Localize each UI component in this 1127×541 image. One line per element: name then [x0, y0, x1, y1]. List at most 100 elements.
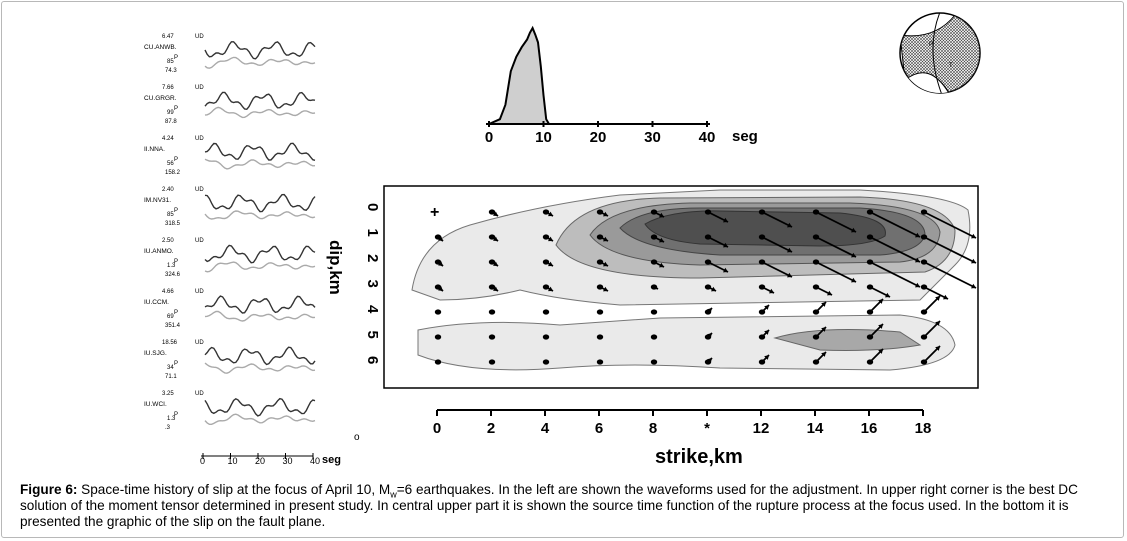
observed-waveform: [204, 91, 316, 111]
slip-arrowhead: [935, 321, 940, 326]
slip-arrowhead: [764, 355, 769, 360]
station-azimuth: 85: [167, 59, 174, 65]
station-phase: P: [174, 310, 178, 316]
slip-node: [434, 334, 442, 340]
slip-arrowhead: [548, 211, 553, 217]
station-name: CU.GRGR.: [144, 95, 177, 102]
slip-arrowhead: [971, 258, 976, 264]
dip-tick-label: 0: [364, 203, 381, 211]
strike-tick-label: 16: [861, 420, 878, 437]
station-component: UD: [195, 391, 204, 397]
strike-axis-label: strike,km: [655, 446, 743, 468]
slip-node: [542, 359, 550, 365]
station-azimuth: 1.3: [167, 416, 176, 422]
slip-arrowhead: [821, 302, 826, 307]
station-component: UD: [195, 187, 204, 193]
stf-tick-label: 10: [535, 129, 552, 146]
slip-arrowhead: [603, 211, 608, 217]
slip-node: [488, 359, 496, 365]
dip-axis-label: dip,km: [326, 240, 345, 295]
observed-waveform: [204, 193, 316, 213]
dip-axis-ticks: 0 1 2 3 4 5 6: [364, 203, 381, 364]
station-8: 3.25 UD IU.WCI. 1.3P .3: [144, 391, 316, 431]
waveform-axis: 0 10 20 30 40 seg: [200, 453, 341, 466]
station-name: IU.ANMO.: [144, 248, 174, 255]
slip-arrowhead: [851, 252, 856, 258]
slip-node: [596, 309, 604, 315]
observed-waveform: [204, 295, 316, 314]
station-phase: P: [174, 361, 178, 367]
p-axis-label: P: [929, 42, 933, 48]
stf-tick-label: 30: [644, 129, 661, 146]
station-component: UD: [195, 85, 204, 91]
slip-node: [596, 334, 604, 340]
slip-vector: [869, 211, 921, 238]
slip-arrowhead: [787, 272, 792, 278]
slip-arrowhead: [438, 236, 443, 241]
slip-arrowhead: [769, 288, 774, 294]
slip-node: [596, 359, 604, 365]
station-name: IM.NV31.: [144, 197, 171, 204]
synthetic-waveform: [204, 106, 316, 119]
station-component: UD: [195, 238, 204, 244]
strike-tick-label: *: [704, 420, 710, 437]
source-time-function: 0 10 20 30 40 seg: [485, 25, 758, 146]
strike-tick-label: 14: [807, 420, 824, 437]
slip-vector: [869, 236, 921, 263]
slip-vector: [815, 261, 857, 283]
slip-vector: [923, 261, 977, 289]
caption-text-a: Space-time history of slip at the focus …: [77, 482, 391, 497]
station-distance: 71.1: [165, 374, 177, 380]
strike-tick-label: 12: [753, 420, 770, 437]
station-5: 2.50 UD IU.ANMO. 1.3P 324.6: [144, 238, 316, 278]
station-amplitude: 2.40: [162, 187, 174, 193]
observed-waveform: [204, 41, 316, 60]
slip-arrowhead: [659, 212, 664, 218]
station-7: 18.56 UD IU.SJG. 34P 71.1: [144, 340, 316, 380]
slip-vector: [761, 236, 793, 253]
station-distance: .3: [165, 425, 171, 431]
slip-arrowhead: [493, 286, 498, 291]
slip-arrowhead: [438, 261, 443, 266]
slip-node: [488, 309, 496, 315]
slip-arrowhead: [707, 358, 712, 363]
dip-tick-label: 1: [364, 229, 381, 237]
slip-arrowhead: [764, 330, 769, 335]
stray-mark: o: [354, 432, 360, 443]
caption-label: Figure 6:: [20, 482, 78, 497]
slip-node: [434, 359, 442, 365]
synthetic-waveform: [204, 413, 316, 425]
stf-axis-unit: seg: [732, 128, 758, 145]
waveform-tick-label: 10: [228, 456, 238, 466]
slip-vector: [761, 261, 793, 278]
station-component: UD: [195, 289, 204, 295]
slip-vector: [761, 211, 793, 228]
stf-tick-label: 20: [590, 129, 607, 146]
slip-arrowhead: [827, 290, 832, 296]
station-component: UD: [195, 340, 204, 346]
slip-arrowhead: [943, 294, 948, 300]
station-azimuth: 69: [167, 314, 174, 320]
slip-arrowhead: [787, 222, 792, 228]
slip-arrowhead: [971, 233, 976, 239]
slip-arrowhead: [438, 286, 443, 291]
station-distance: 351.4: [165, 323, 181, 329]
slip-arrowhead: [603, 236, 608, 242]
slip-contour-lower-inner: [773, 329, 922, 351]
station-azimuth: 99: [167, 110, 174, 116]
synthetic-waveform: [204, 210, 316, 220]
slip-vector: [815, 236, 857, 258]
slip-vector: [923, 236, 977, 264]
slip-arrowhead: [723, 242, 728, 248]
slip-node: [650, 309, 658, 315]
station-azimuth: 34: [167, 365, 174, 371]
station-3: 4.24 UD II.NNA. 56P 158.2: [144, 136, 316, 176]
slip-arrowhead: [548, 236, 553, 242]
slip-arrowhead: [603, 261, 608, 267]
slip-arrowhead: [707, 308, 712, 313]
station-azimuth: 85: [167, 212, 174, 218]
waveform-tick-label: 20: [255, 456, 265, 466]
slip-arrowhead: [878, 324, 883, 329]
